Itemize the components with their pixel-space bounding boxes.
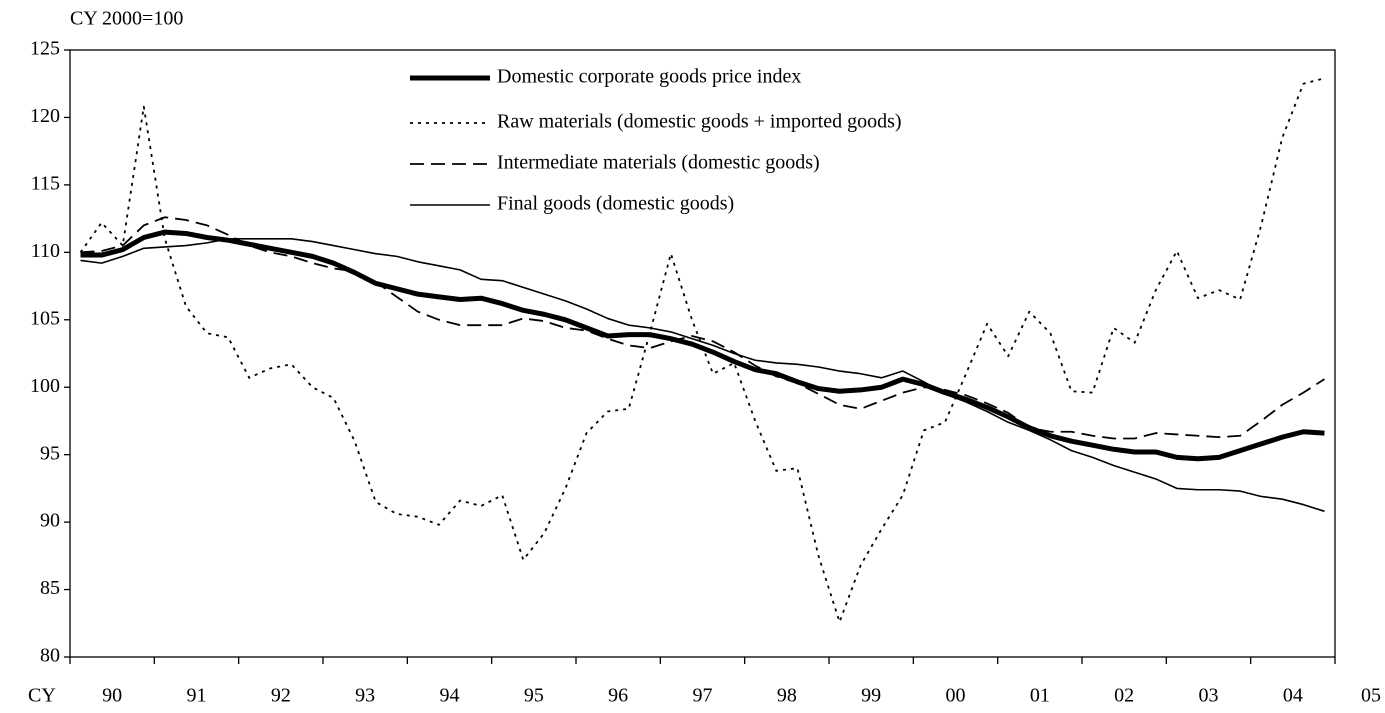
x-tick-label: 96 — [608, 685, 628, 707]
y-tick-label: 110 — [31, 240, 60, 262]
series-line — [80, 229, 1325, 462]
y-tick-label: 90 — [40, 510, 60, 532]
y-tick-label: 95 — [40, 442, 60, 464]
legend-label: Domestic corporate goods price index — [497, 66, 801, 88]
y-tick-label: 80 — [40, 645, 60, 667]
legend-label: Raw materials (domestic goods + imported… — [497, 111, 902, 133]
x-tick-label: 98 — [777, 685, 797, 707]
y-tick-label: 105 — [30, 307, 60, 329]
series-line — [79, 77, 1325, 623]
legend-label: Intermediate materials (domestic goods) — [497, 152, 820, 174]
y-tick-label: 115 — [31, 172, 60, 194]
series-line — [80, 238, 1325, 513]
x-tick-label: 97 — [693, 685, 713, 707]
x-tick-label: 00 — [946, 685, 966, 707]
x-tick-label: 94 — [440, 685, 460, 707]
plot-frame — [69, 49, 1336, 658]
y-axis-label: CY 2000=100 — [70, 8, 183, 30]
y-tick-label: 120 — [30, 105, 60, 127]
x-tick-label: 04 — [1283, 685, 1303, 707]
y-tick-label: 125 — [30, 38, 60, 60]
x-tick-label: 01 — [1030, 685, 1050, 707]
x-tick-label: 99 — [861, 685, 881, 707]
x-tick-label: 93 — [355, 685, 375, 707]
x-tick-label: 90 — [102, 685, 122, 707]
x-axis-label: CY — [28, 685, 56, 707]
x-tick-label: 95 — [524, 685, 544, 707]
x-tick-label: 92 — [271, 685, 291, 707]
x-tick-label: 03 — [1199, 685, 1219, 707]
x-tick-label: 91 — [187, 685, 207, 707]
x-tick-label: 05 — [1361, 685, 1381, 707]
x-tick-label: 02 — [1114, 685, 1134, 707]
series-line — [80, 216, 1325, 440]
y-tick-label: 85 — [40, 577, 60, 599]
legend-label: Final goods (domestic goods) — [497, 193, 734, 215]
y-tick-label: 100 — [30, 375, 60, 397]
